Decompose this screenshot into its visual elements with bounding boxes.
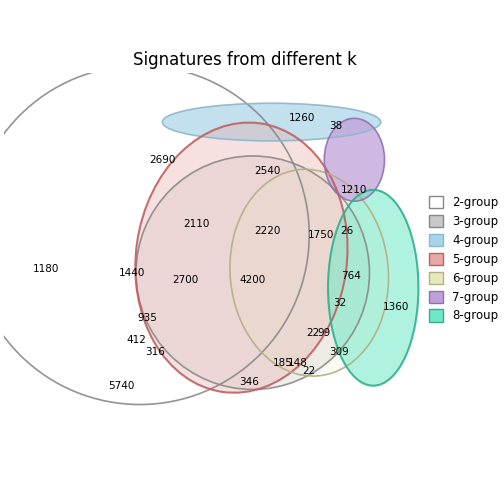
- Text: 1440: 1440: [119, 268, 145, 278]
- Text: 2110: 2110: [183, 219, 210, 229]
- Text: 1750: 1750: [307, 230, 334, 240]
- Text: 764: 764: [341, 272, 360, 281]
- Text: 1260: 1260: [288, 113, 315, 123]
- Text: 22: 22: [306, 328, 320, 338]
- Legend: 2-group, 3-group, 4-group, 5-group, 6-group, 7-group, 8-group: 2-group, 3-group, 4-group, 5-group, 6-gr…: [423, 190, 504, 329]
- Text: 346: 346: [239, 377, 259, 387]
- Ellipse shape: [328, 190, 418, 386]
- Text: 1180: 1180: [32, 264, 59, 274]
- Ellipse shape: [162, 103, 381, 141]
- Text: 2220: 2220: [255, 226, 281, 236]
- Text: 316: 316: [145, 347, 165, 357]
- Title: Signatures from different k: Signatures from different k: [133, 51, 357, 69]
- Text: 148: 148: [288, 358, 308, 368]
- Text: 2700: 2700: [172, 275, 198, 285]
- Text: 38: 38: [329, 121, 342, 131]
- Text: 2540: 2540: [255, 166, 281, 176]
- Text: 1360: 1360: [383, 301, 409, 311]
- Text: 412: 412: [126, 336, 146, 346]
- Text: 26: 26: [340, 226, 353, 236]
- Ellipse shape: [136, 156, 369, 390]
- Text: 185: 185: [273, 358, 293, 368]
- Text: 4200: 4200: [239, 275, 266, 285]
- Text: 309: 309: [330, 347, 349, 357]
- Text: 1210: 1210: [341, 185, 367, 195]
- Text: 32: 32: [333, 298, 346, 308]
- Text: 99: 99: [318, 328, 331, 338]
- Ellipse shape: [135, 122, 348, 393]
- Text: 2690: 2690: [149, 155, 175, 165]
- Text: 935: 935: [137, 313, 157, 323]
- Text: 5740: 5740: [108, 381, 134, 391]
- Text: 22: 22: [302, 365, 316, 375]
- Ellipse shape: [0, 66, 309, 405]
- Ellipse shape: [230, 169, 389, 376]
- Ellipse shape: [324, 118, 385, 201]
